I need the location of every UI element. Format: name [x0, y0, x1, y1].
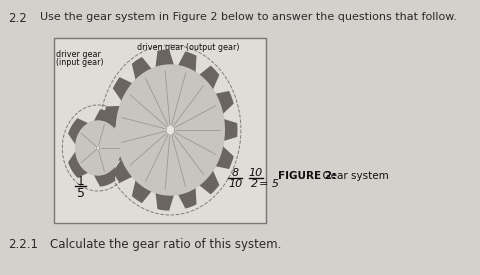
Text: Gear system: Gear system [315, 171, 388, 181]
Text: Use the gear system in Figure 2 below to answer the questions that follow.: Use the gear system in Figure 2 below to… [40, 12, 456, 22]
Polygon shape [104, 133, 120, 153]
Polygon shape [94, 110, 114, 129]
Polygon shape [199, 67, 218, 89]
Polygon shape [178, 52, 195, 72]
Text: FIGURE 2:: FIGURE 2: [278, 171, 336, 181]
Polygon shape [118, 136, 129, 160]
Polygon shape [113, 160, 132, 182]
Polygon shape [215, 92, 232, 113]
Polygon shape [69, 119, 88, 144]
Polygon shape [132, 180, 151, 202]
Text: 1: 1 [76, 175, 84, 188]
Circle shape [75, 121, 120, 175]
Circle shape [116, 65, 224, 195]
Polygon shape [156, 193, 173, 210]
Polygon shape [113, 78, 132, 101]
Polygon shape [132, 58, 151, 79]
Text: 10: 10 [248, 168, 263, 178]
Polygon shape [94, 167, 114, 186]
Text: Calculate the gear ratio of this system.: Calculate the gear ratio of this system. [50, 238, 281, 251]
Text: 2.2.1: 2.2.1 [8, 238, 38, 251]
Text: 2.2: 2.2 [8, 12, 27, 25]
Polygon shape [104, 107, 120, 127]
Text: 5: 5 [76, 187, 84, 200]
Bar [54, 38, 265, 223]
Circle shape [75, 121, 120, 175]
Polygon shape [199, 171, 218, 194]
Text: 2: 2 [251, 179, 257, 189]
Text: = 5: = 5 [259, 179, 278, 189]
Text: 10: 10 [228, 179, 242, 189]
Polygon shape [156, 50, 173, 67]
Polygon shape [223, 120, 236, 140]
Text: 8: 8 [231, 168, 238, 178]
Text: driver gear: driver gear [56, 50, 101, 59]
Circle shape [166, 125, 174, 135]
Circle shape [96, 146, 100, 150]
Text: driven gear (output gear): driven gear (output gear) [137, 43, 239, 52]
Text: (input gear): (input gear) [56, 58, 104, 67]
Polygon shape [215, 147, 232, 168]
Polygon shape [69, 152, 88, 177]
Polygon shape [178, 188, 195, 208]
Circle shape [116, 65, 224, 195]
